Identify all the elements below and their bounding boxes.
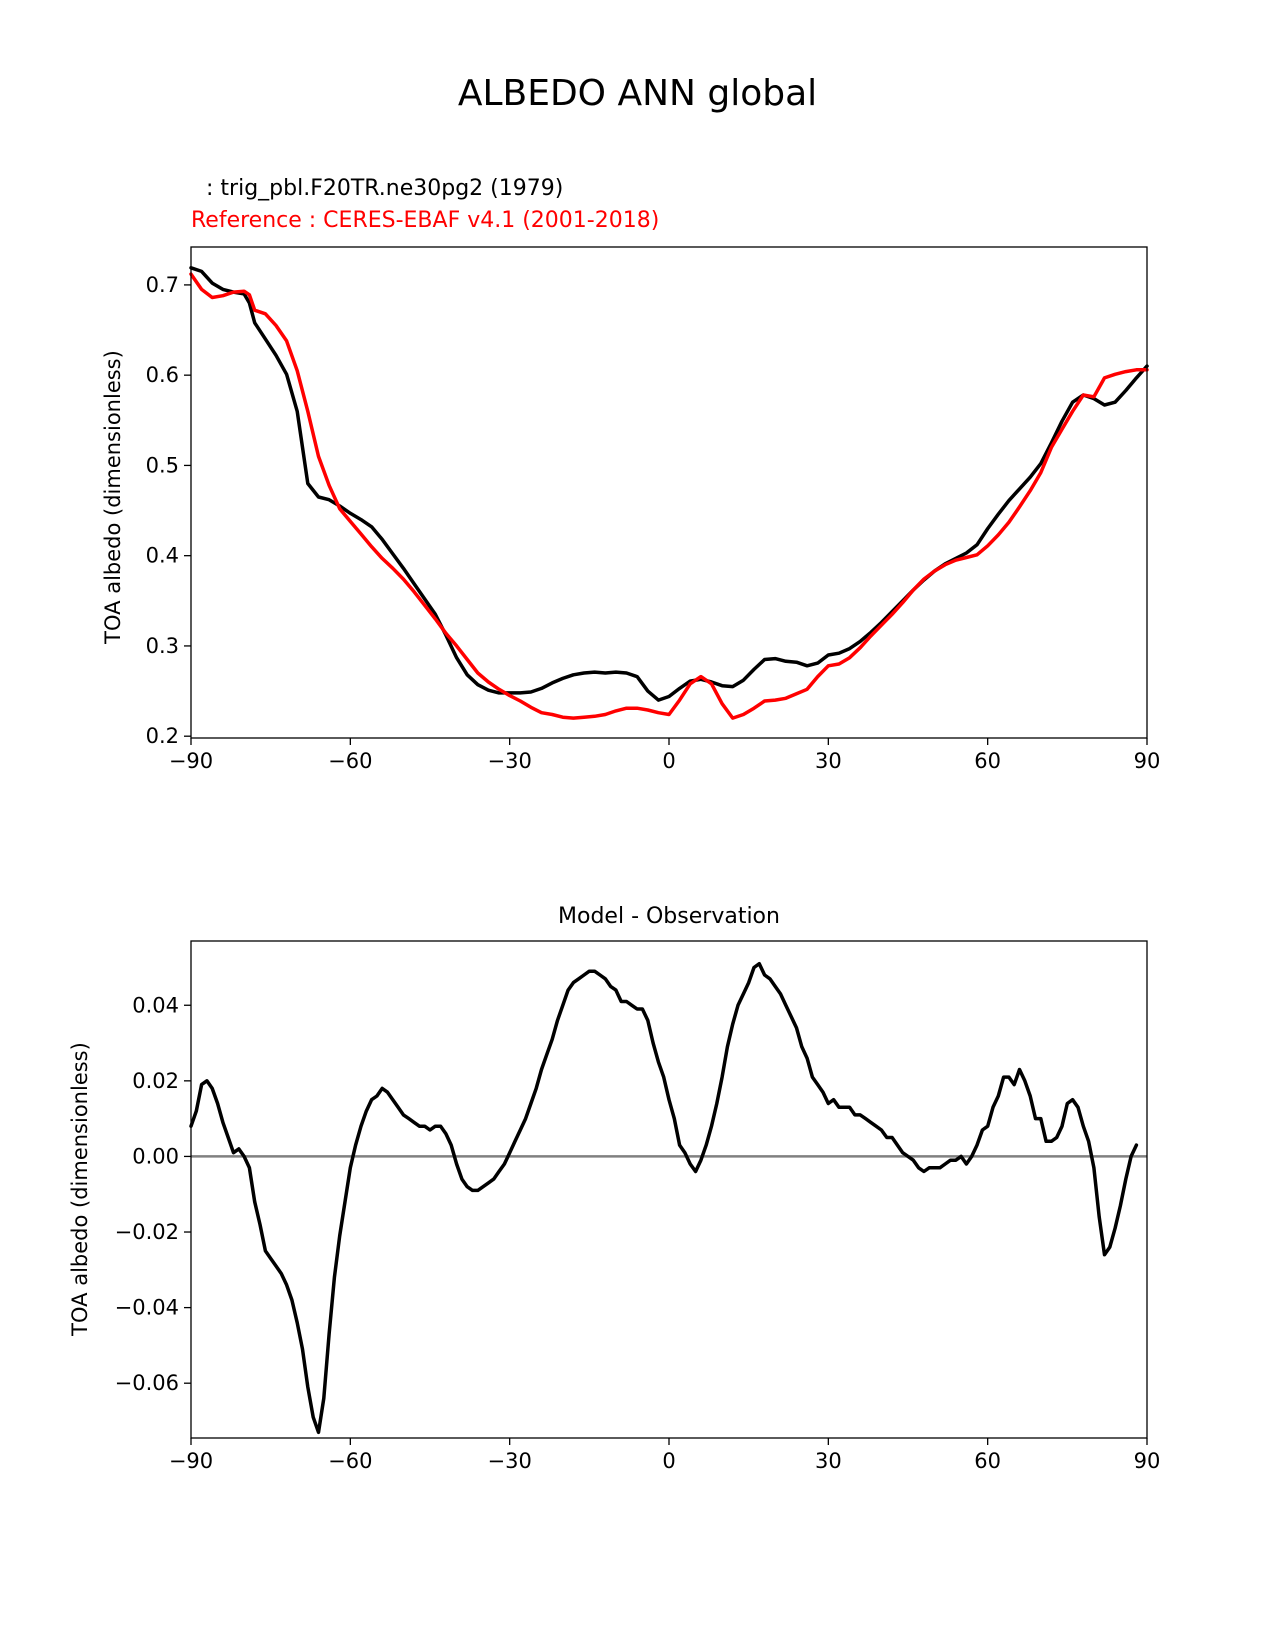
difference-panel-title: Model - Observation <box>558 904 780 929</box>
diff-x-tick-label: 0 <box>662 1449 675 1473</box>
mean-x-tick-label: −60 <box>328 749 372 773</box>
diff-x-tick-label: 30 <box>815 1449 842 1473</box>
mean-axes-frame <box>190 246 1148 739</box>
diff-x-tick-label: −60 <box>328 1449 372 1473</box>
mean-x-tick-label: 90 <box>1134 749 1161 773</box>
diff-y-tick-label: −0.04 <box>115 1296 179 1320</box>
mean-x-tick-label: 0 <box>662 749 675 773</box>
mean-y-tick-label: 0.2 <box>146 724 179 748</box>
figure-title: ALBEDO ANN global <box>457 73 818 114</box>
diff-x-tick-label: 90 <box>1134 1449 1161 1473</box>
diff-y-tick-label: 0.04 <box>132 993 179 1017</box>
diff-axes-frame <box>190 940 1148 1439</box>
mean-y-tick-label: 0.4 <box>146 544 179 568</box>
mean-y-tick-label: 0.6 <box>146 363 179 387</box>
mean-x-tick-label: 60 <box>974 749 1001 773</box>
diff-x-tick-label: −90 <box>169 1449 213 1473</box>
mean-x-tick-label: −30 <box>488 749 532 773</box>
diff-y-tick-label: −0.02 <box>115 1220 179 1244</box>
mean-y-tick-label: 0.3 <box>146 634 179 658</box>
diff-y-axis-label: TOA albedo (dimensionless) <box>68 1042 92 1337</box>
model-case-label: : trig_pbl.F20TR.ne30pg2 (1979) <box>206 176 564 201</box>
diff-y-tick-label: −0.06 <box>115 1371 179 1395</box>
mean-x-tick-label: 30 <box>815 749 842 773</box>
mean-series-line-model <box>189 266 1149 702</box>
diff-series-line-model <box>189 961 1139 1435</box>
mean-x-tick-label: −90 <box>169 749 213 773</box>
reference-label: Reference : CERES-EBAF v4.1 (2001-2018) <box>191 208 660 233</box>
mean-series-line-reference <box>189 272 1149 720</box>
diff-x-tick-label: −30 <box>488 1449 532 1473</box>
diff-x-tick-label: 60 <box>974 1449 1001 1473</box>
mean-y-tick-label: 0.7 <box>146 273 179 297</box>
diff-y-tick-label: 0.00 <box>132 1144 179 1168</box>
diff-y-tick-label: 0.02 <box>132 1069 179 1093</box>
mean-y-tick-label: 0.5 <box>146 453 179 477</box>
mean-y-axis-label: TOA albedo (dimensionless) <box>101 350 125 645</box>
